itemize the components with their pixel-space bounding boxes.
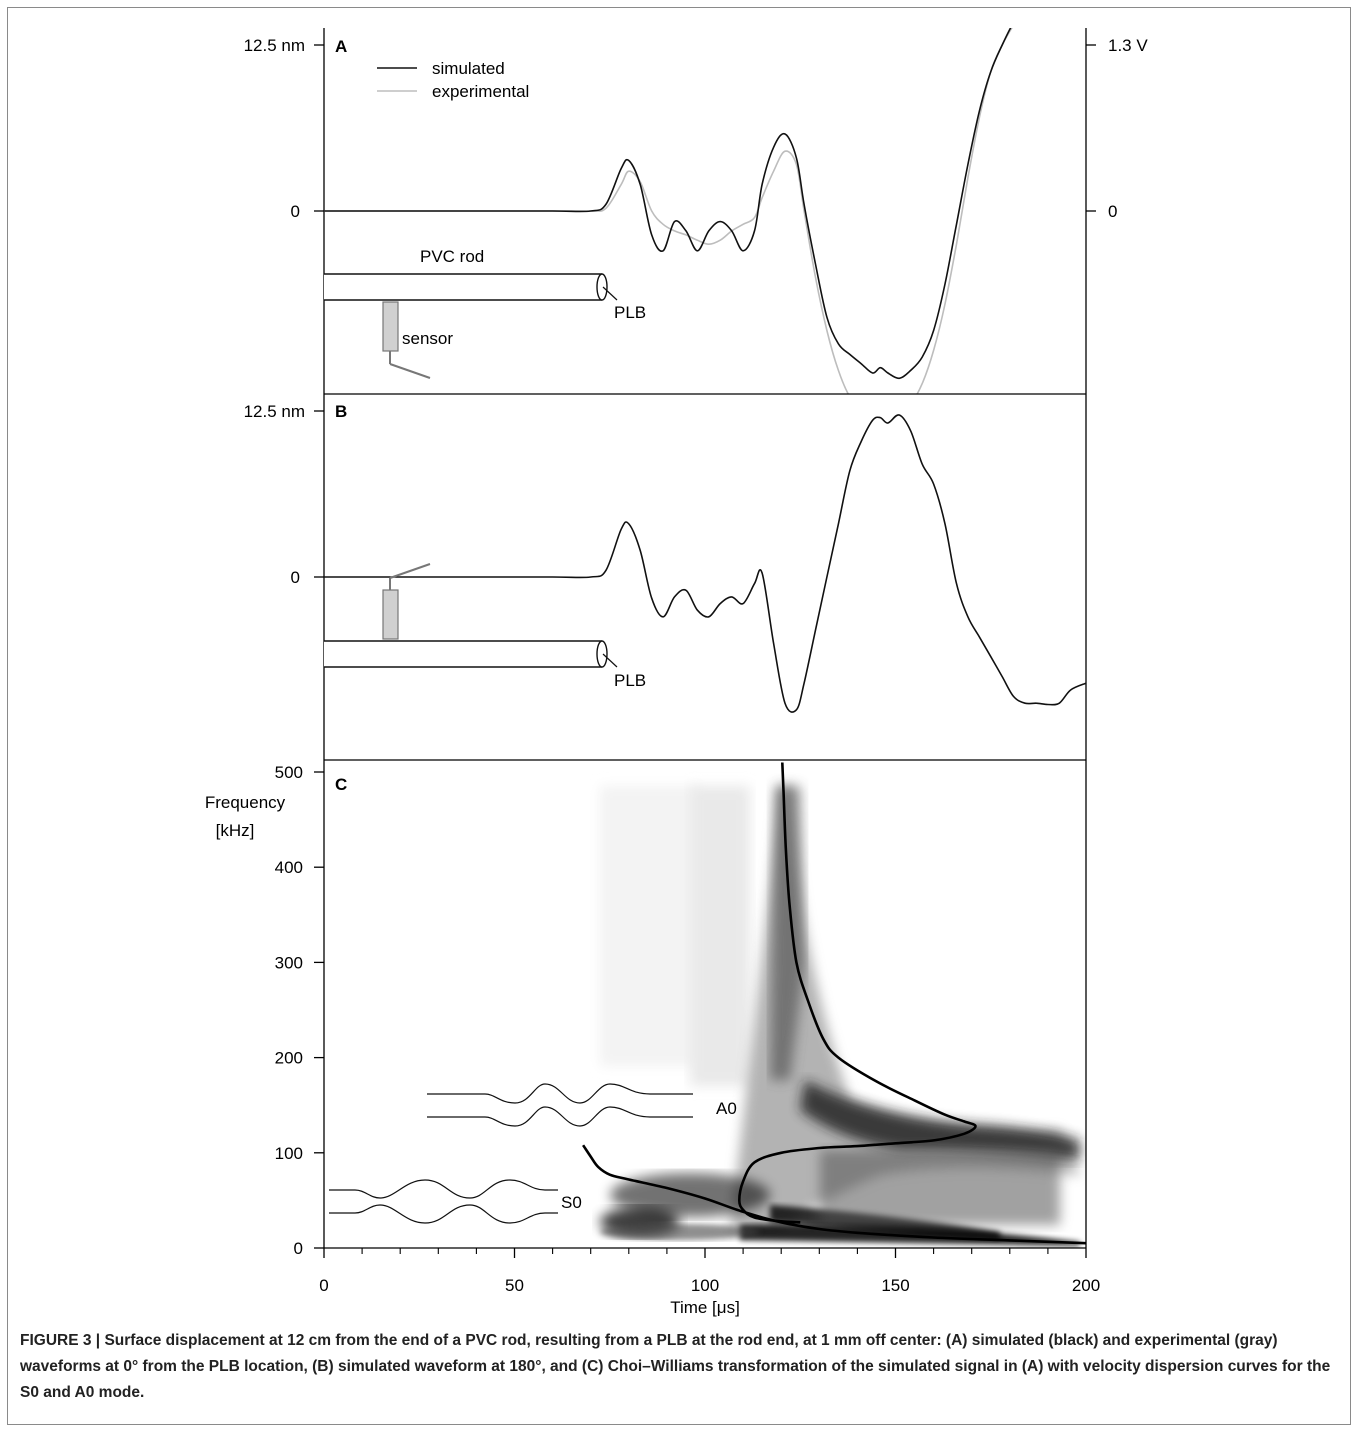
panel-b-y-tick-zero: 0: [291, 568, 300, 587]
legend-label-experimental: experimental: [432, 82, 529, 101]
rod-body: [324, 274, 602, 300]
panel-b-letter: B: [335, 402, 347, 421]
caption-label: FIGURE 3 |: [20, 1332, 101, 1349]
panel-b-y-axis: 12.5 nm 0: [244, 402, 324, 587]
x-tick-label: 50: [505, 1276, 524, 1295]
plb-pointer: [602, 653, 618, 668]
series-line-simulated-180: [324, 414, 1086, 713]
dispersion-curve-s0: [582, 1144, 1086, 1245]
legend-label-simulated: simulated: [432, 59, 505, 78]
x-axis-title: Time [μs]: [670, 1298, 740, 1317]
sensor-cable: [389, 563, 431, 579]
y-tick-label: 500: [275, 763, 303, 782]
panel-b-y-tick-top: 12.5 nm: [244, 402, 305, 421]
rod-label: PVC rod: [420, 247, 484, 266]
y-tick-label: 300: [275, 953, 303, 972]
x-tick-label: 150: [881, 1276, 909, 1295]
panel-a-letter: A: [335, 37, 347, 56]
panel-a-y2-tick-top: 1.3 V: [1108, 36, 1148, 55]
choi-williams-spectrogram: [600, 786, 1080, 1246]
y-tick-label: 400: [275, 858, 303, 877]
mode-shape-s0: S0: [329, 1179, 582, 1224]
rod-diagram-a: PVC rod PLB sensor: [324, 247, 646, 379]
panel-a-y-tick-zero: 0: [291, 202, 300, 221]
panel-b: B 12.5 nm 0 PLB: [244, 394, 1087, 760]
rod-body: [324, 641, 602, 667]
plb-label: PLB: [614, 303, 646, 322]
rod-end: [596, 273, 608, 301]
panel-c: C 0 100 200 300 400 500 0 50 100 150 200 Frequency…: [205, 760, 1100, 1317]
caption-text: Surface displacement at 12 cm from the e…: [20, 1332, 1331, 1401]
x-tick-label: 0: [319, 1276, 328, 1295]
mode-shape-a0: A0: [427, 1083, 737, 1127]
sensor-body: [382, 301, 399, 352]
sensor-cable: [389, 363, 431, 379]
sensor-body: [382, 589, 399, 640]
y-axis-title-line2: [kHz]: [216, 821, 255, 840]
rod-diagram-b: PLB: [324, 563, 646, 690]
x-tick-label: 100: [691, 1276, 719, 1295]
figure-caption: FIGURE 3 | Surface displacement at 12 cm…: [20, 1328, 1340, 1406]
rod-end: [596, 640, 608, 668]
panel-c-letter: C: [335, 775, 347, 794]
dispersion-curve-a0: [737, 762, 977, 1224]
y-tick-label: 100: [275, 1144, 303, 1163]
figure-3: A 12.5 nm 0 1.3 V 0 simulated experiment…: [205, 28, 1148, 1317]
plb-label: PLB: [614, 671, 646, 690]
series-line-simulated: [324, 28, 1012, 380]
sensor-label: sensor: [402, 329, 453, 348]
panel-a: A 12.5 nm 0 1.3 V 0 simulated experiment…: [244, 28, 1148, 394]
y-axis-title-line1: Frequency: [205, 793, 286, 812]
panel-c-axes: 0 100 200 300 400 500 0 50 100 150 200: [275, 763, 1101, 1295]
mode-label-a0: A0: [716, 1099, 737, 1118]
panel-a-y-axis: 12.5 nm 0: [244, 36, 324, 221]
panel-a-legend: simulated experimental: [377, 59, 529, 101]
y-tick-label: 200: [275, 1049, 303, 1068]
figure-frame: [7, 7, 1351, 1425]
panel-a-y-tick-top: 12.5 nm: [244, 36, 305, 55]
x-tick-label: 200: [1072, 1276, 1100, 1295]
mode-label-s0: S0: [561, 1193, 582, 1212]
panel-a-y2-axis: 1.3 V 0: [1086, 36, 1148, 221]
y-tick-label: 0: [294, 1239, 303, 1258]
panel-a-y2-tick-zero: 0: [1108, 202, 1117, 221]
plb-pointer: [602, 286, 618, 301]
